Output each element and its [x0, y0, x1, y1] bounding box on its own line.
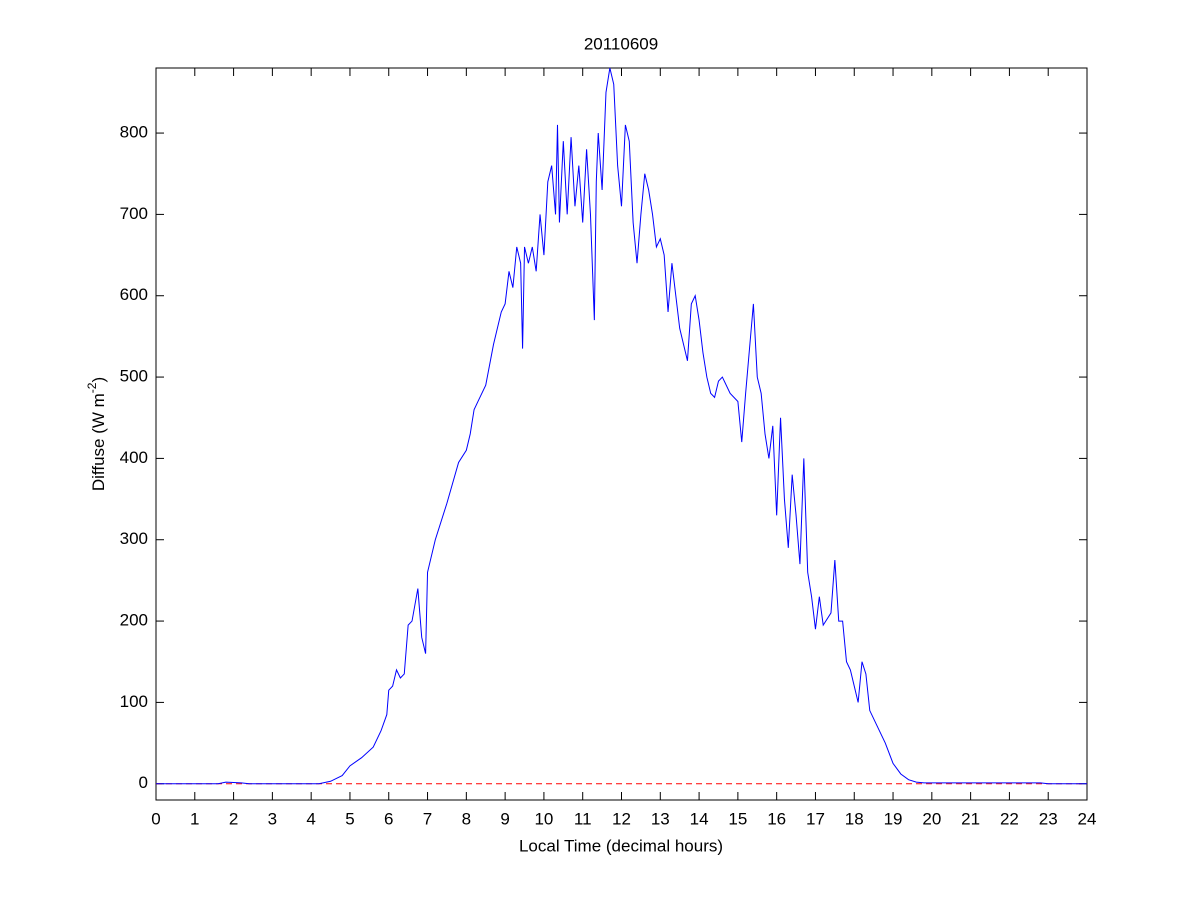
x-tick-label: 17 [806, 809, 825, 828]
y-axis-label-superscript: -2 [85, 382, 99, 393]
x-tick-label: 10 [534, 809, 553, 828]
x-tick-label: 8 [462, 809, 471, 828]
x-tick-label: 20 [922, 809, 941, 828]
y-tick-label: 0 [139, 773, 148, 792]
x-tick-label: 12 [612, 809, 631, 828]
x-tick-label: 0 [151, 809, 160, 828]
x-tick-label: 2 [229, 809, 238, 828]
x-tick-label: 1 [190, 809, 199, 828]
y-tick-label: 800 [120, 123, 148, 142]
y-tick-label: 100 [120, 692, 148, 711]
x-tick-label: 11 [574, 809, 592, 828]
x-tick-label: 21 [961, 809, 980, 828]
x-tick-label: 24 [1078, 809, 1097, 828]
y-tick-label: 400 [120, 448, 148, 467]
x-tick-label: 7 [423, 809, 432, 828]
y-tick-label: 200 [120, 611, 148, 630]
x-tick-label: 16 [767, 809, 786, 828]
x-tick-label: 9 [500, 809, 509, 828]
x-tick-label: 18 [845, 809, 864, 828]
x-tick-label: 19 [884, 809, 903, 828]
y-axis-label-text: Diffuse (W m [89, 393, 108, 491]
y-tick-label: 300 [120, 529, 148, 548]
y-tick-label: 600 [120, 285, 148, 304]
x-tick-label: 13 [651, 809, 670, 828]
plot-area [155, 67, 1088, 801]
data-line [156, 67, 1087, 785]
x-tick-label: 4 [306, 809, 315, 828]
y-axis-label: Diffuse (W m-2) [85, 377, 108, 491]
x-axis-label: Local Time (decimal hours) [519, 836, 723, 855]
x-tick-label: 23 [1039, 809, 1058, 828]
x-tick-label: 3 [268, 809, 277, 828]
x-tick-label: 6 [384, 809, 393, 828]
x-tick-label: 5 [345, 809, 354, 828]
x-tick-label: 22 [1000, 809, 1019, 828]
x-tick-label: 15 [728, 809, 747, 828]
chart-title: 20110609 [584, 34, 658, 53]
y-tick-label: 700 [120, 204, 148, 223]
x-tick-label: 14 [690, 809, 709, 828]
y-tick-label: 500 [120, 367, 148, 386]
y-axis-label-end: ) [89, 377, 108, 383]
